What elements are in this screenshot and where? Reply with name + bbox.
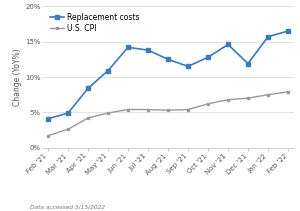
Text: Data accessed 3/15/2022: Data accessed 3/15/2022 xyxy=(30,205,105,210)
Y-axis label: Change (YoY%): Change (YoY%) xyxy=(13,48,22,106)
Legend: Replacement costs, U.S. CPI: Replacement costs, U.S. CPI xyxy=(48,12,141,35)
